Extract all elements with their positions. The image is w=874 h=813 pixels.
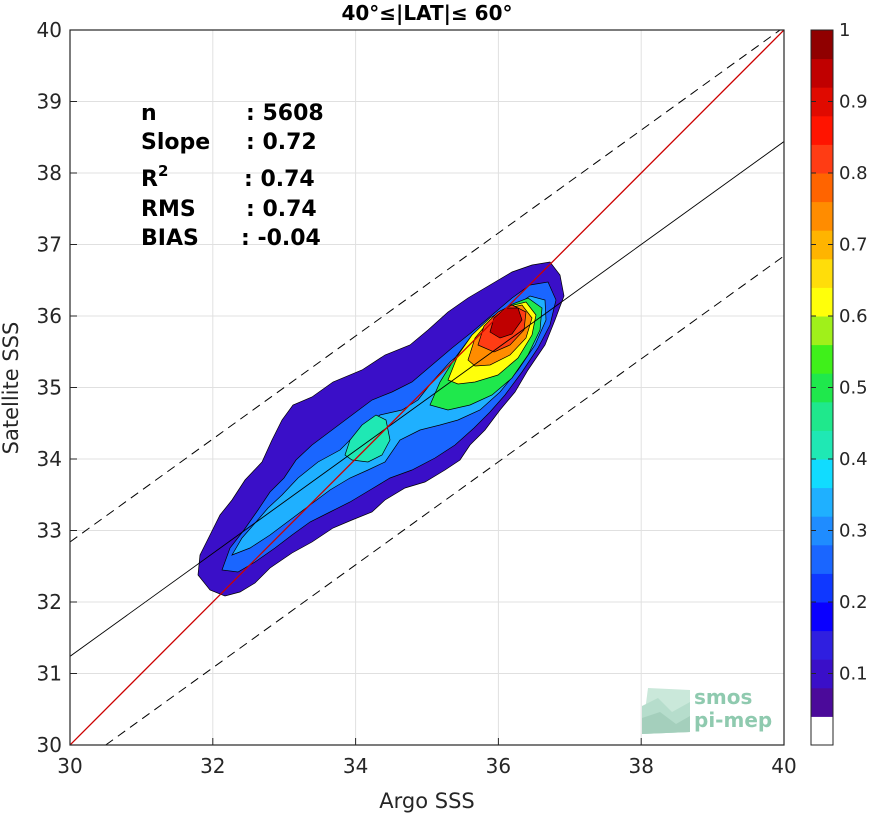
identity-line (70, 30, 784, 745)
colorbar-swatch (811, 630, 833, 660)
colorbar-swatch (811, 430, 833, 460)
x-axis-title: Argo SSS (379, 789, 474, 813)
stat-label: BIAS (141, 226, 199, 251)
colorbar-swatch (811, 344, 833, 374)
logo-text-smos: smos (694, 685, 752, 709)
chart-title: 40°≤|LAT|≤ 60° (341, 1, 512, 25)
colorbar-tick-label: 0.7 (839, 235, 868, 256)
y-tick-label: 32 (37, 590, 62, 614)
y-tick-label: 33 (37, 519, 62, 543)
colorbar-swatch (811, 58, 833, 88)
stat-label: Slope (141, 130, 210, 155)
y-tick-label: 37 (37, 233, 62, 257)
colorbar-tick-label: 0.6 (839, 306, 868, 327)
colorbar-tick-label: 0.3 (839, 521, 868, 542)
y-axis: 30 31 32 33 34 35 36 37 38 39 40 (37, 18, 77, 757)
colorbar-swatch (811, 573, 833, 603)
smos-pi-mep-logo: smos pi-mep (642, 685, 772, 734)
y-tick-label: 40 (37, 18, 62, 42)
colorbar-swatch (811, 316, 833, 346)
regression-line (70, 141, 784, 657)
stat-label: RMS (141, 197, 196, 222)
colorbar (811, 30, 833, 746)
colorbar-swatch (811, 87, 833, 117)
stat-value: : 5608 (246, 101, 324, 126)
lower-bound-line (105, 255, 784, 745)
colorbar-swatch (811, 659, 833, 689)
colorbar-swatch (811, 30, 833, 60)
y-tick-label: 35 (37, 376, 62, 400)
colorbar-tick-label: 0.8 (839, 163, 868, 184)
stat-value: : 0.74 (244, 167, 315, 192)
colorbar-swatch (811, 173, 833, 203)
x-tick-label: 40 (771, 754, 796, 778)
y-tick-label: 30 (37, 733, 62, 757)
y-tick-label: 36 (37, 304, 62, 328)
logo-text-pi-mep: pi-mep (694, 708, 772, 732)
reference-lines (70, 30, 784, 745)
colorbar-tick-label: 0.9 (839, 92, 868, 113)
y-tick-label: 31 (37, 662, 62, 686)
x-axis: 30 32 34 36 38 40 (57, 738, 797, 778)
colorbar-swatch (811, 115, 833, 145)
y-tick-label: 39 (37, 90, 62, 114)
upper-bound-line (70, 30, 781, 543)
stat-value: : -0.04 (241, 226, 321, 251)
colorbar-swatch (811, 516, 833, 546)
colorbar-tick-label: 0.1 (839, 664, 868, 685)
colorbar-swatch (811, 602, 833, 632)
logo-mark-icon (642, 688, 690, 734)
colorbar-swatch (811, 401, 833, 431)
colorbar-swatch (811, 144, 833, 174)
stat-label: n (141, 101, 157, 126)
colorbar-swatch (811, 687, 833, 717)
colorbar-swatch (811, 459, 833, 489)
colorbar-swatch (811, 287, 833, 317)
colorbar-swatch (811, 201, 833, 231)
colorbar-swatch (811, 716, 833, 746)
stat-value: : 0.74 (246, 197, 317, 222)
colorbar-ticks: 0.1 0.2 0.3 0.4 0.5 0.6 0.7 0.8 0.9 1 (811, 20, 868, 685)
colorbar-swatch (811, 373, 833, 403)
x-tick-label: 34 (343, 754, 368, 778)
colorbar-swatch (811, 487, 833, 517)
x-tick-label: 38 (628, 754, 653, 778)
y-tick-label: 34 (37, 447, 62, 471)
stat-label-superscript: 2 (158, 162, 168, 180)
colorbar-tick-label: 0.5 (839, 378, 868, 399)
colorbar-tick-label: 0.4 (839, 449, 868, 470)
colorbar-tick-label: 0.2 (839, 592, 868, 613)
colorbar-swatch (811, 230, 833, 260)
x-tick-label: 36 (486, 754, 511, 778)
stat-value: : 0.72 (246, 130, 317, 155)
x-tick-label: 32 (200, 754, 225, 778)
colorbar-tick-label: 1 (839, 20, 850, 41)
x-tick-label: 30 (57, 754, 82, 778)
colorbar-swatch (811, 544, 833, 574)
y-axis-title: Satellite SSS (0, 322, 23, 455)
y-tick-label: 38 (37, 161, 62, 185)
colorbar-swatch (811, 258, 833, 288)
